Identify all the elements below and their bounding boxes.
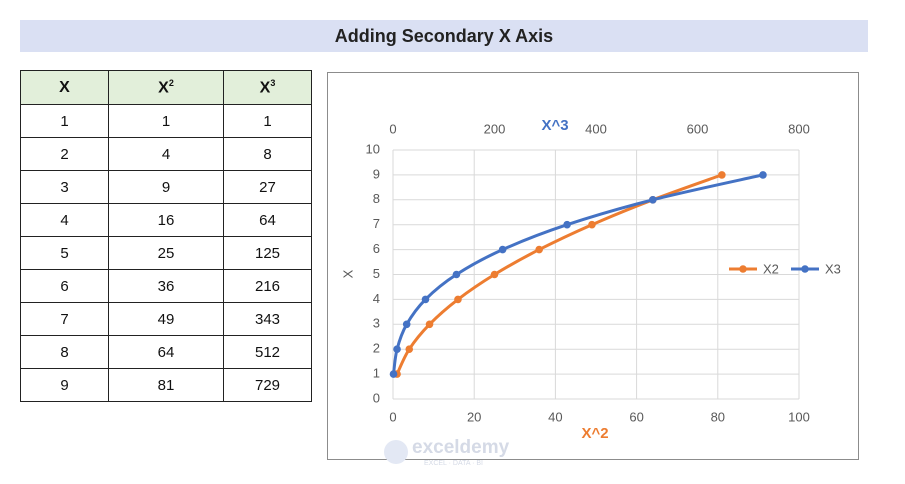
table-cell: 25 (108, 236, 224, 270)
y-tick-label: 3 (373, 316, 380, 331)
chart-frame (327, 72, 859, 460)
y-tick-label: 5 (373, 266, 380, 281)
y-tick-label: 1 (373, 366, 380, 381)
header-cell: X2 (108, 70, 224, 105)
title: Adding Secondary X Axis (334, 25, 554, 46)
data-table: X X2 X3 1 1 1 2 4 8 3 9 27 4 16 64 5 25 125 6 36 216 7 49 343 8 6… (20, 70, 312, 402)
table-cell: 36 (108, 269, 224, 303)
table-cell: 343 (223, 302, 312, 336)
point (389, 370, 398, 378)
table-row: 3 9 27 (20, 170, 312, 204)
point (393, 345, 401, 354)
header-superscript: 3 (270, 77, 276, 88)
watermark-tagline: EXCEL · DATA · BI (424, 460, 483, 467)
table-cell: 6 (20, 269, 109, 303)
x-tick-label: 0 (389, 409, 396, 424)
y-tick-label: 9 (373, 166, 380, 181)
point (454, 295, 462, 304)
table-cell: 1 (223, 104, 312, 138)
point (405, 345, 414, 354)
table-row: 5 25 125 (20, 236, 312, 270)
table-cell: 729 (223, 368, 312, 402)
point (759, 171, 767, 179)
header-cell: X (20, 70, 109, 105)
legend-marker (801, 265, 809, 273)
point (498, 245, 507, 254)
y-tick-label: 7 (373, 216, 380, 231)
x2-tick-label: 600 (687, 121, 709, 136)
header-text: X (158, 79, 169, 97)
point (649, 196, 657, 204)
header-row: X X2 X3 (20, 70, 312, 105)
table-row: 4 16 64 (20, 203, 312, 237)
header-superscript: 2 (168, 77, 174, 88)
watermark-logo (384, 440, 408, 464)
table-cell: 27 (223, 170, 312, 204)
legend-label: X2 (763, 261, 779, 276)
x-tick-label: 100 (788, 409, 810, 424)
y-axis-title: X (340, 269, 355, 278)
title-bar: Adding Secondary X Axis (20, 20, 868, 52)
table-cell: 216 (223, 269, 312, 303)
x2-axis-title: X^3 (541, 117, 568, 134)
table-cell: 81 (108, 368, 224, 402)
header-text: X (59, 78, 70, 96)
table-cell: 9 (20, 368, 109, 402)
point (452, 270, 461, 279)
point (402, 320, 411, 329)
watermark-name: exceldemy (412, 437, 510, 458)
point (490, 270, 499, 279)
x-tick-label: 80 (711, 409, 725, 424)
point (421, 295, 430, 304)
table-cell: 9 (108, 170, 224, 204)
x2-tick-label: 200 (484, 121, 506, 136)
table-row: 8 64 512 (20, 335, 312, 369)
x2-tick-label: 0 (389, 121, 396, 136)
y-tick-label: 2 (373, 341, 380, 356)
x-tick-label: 60 (629, 409, 643, 424)
table-cell: 49 (108, 302, 224, 336)
y-tick-label: 4 (373, 291, 380, 306)
table-row: 7 49 343 (20, 302, 312, 336)
table-row: 6 36 216 (20, 269, 312, 303)
point (535, 245, 543, 254)
header-text: X (259, 79, 271, 97)
table-cell: 2 (20, 137, 109, 171)
legend-label: X3 (825, 261, 841, 276)
table-cell: 125 (223, 236, 312, 270)
x-tick-label: 40 (548, 409, 562, 424)
legend-marker (739, 265, 747, 273)
point (588, 220, 596, 229)
point (718, 171, 726, 179)
table-cell: 3 (20, 170, 109, 204)
y-tick-label: 10 (366, 141, 380, 156)
table-cell: 8 (223, 137, 312, 171)
table-cell: 5 (20, 236, 109, 270)
x2-tick-label: 400 (585, 121, 607, 136)
table-cell: 1 (108, 104, 224, 138)
table-row: 9 81 729 (20, 368, 312, 402)
point (563, 220, 571, 229)
y-tick-label: 8 (373, 191, 380, 206)
y-tick-label: 0 (373, 390, 380, 405)
header-cell: X3 (223, 70, 312, 105)
x-axis-title: X^2 (581, 425, 608, 442)
table-body: 1 1 1 2 4 8 3 9 27 4 16 64 5 25 125 6 36 216 7 49 343 8 64 512 9… (20, 104, 312, 402)
point (425, 320, 434, 329)
y-tick-label: 6 (373, 241, 380, 256)
table-cell: 8 (20, 335, 109, 369)
x2-tick-label: 800 (788, 121, 810, 136)
table-cell: 512 (223, 335, 312, 369)
x-tick-label: 20 (467, 409, 481, 424)
